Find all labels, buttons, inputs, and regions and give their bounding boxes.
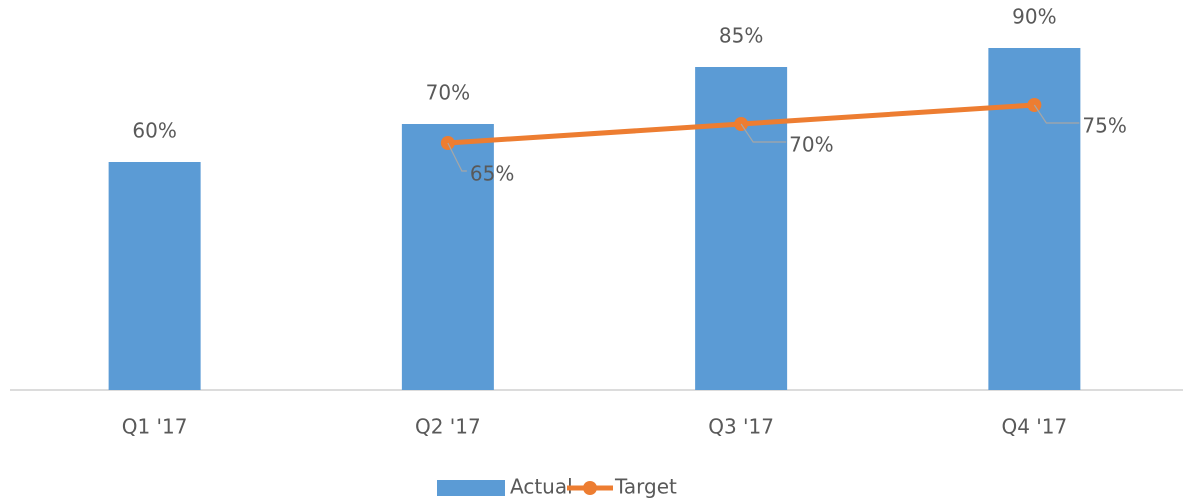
x-tick-label: Q1 '17 <box>122 415 188 439</box>
x-tick-label: Q4 '17 <box>1001 415 1067 439</box>
bar-value-label: 70% <box>426 81 470 105</box>
leader-line <box>740 123 787 143</box>
bar <box>401 124 494 390</box>
line-value-label: 70% <box>789 133 833 157</box>
line-value-label: 65% <box>470 162 514 186</box>
bar-value-label: 85% <box>719 24 763 48</box>
legend-marker <box>583 481 597 495</box>
bar <box>108 162 201 390</box>
line-value-label: 75% <box>1082 114 1126 138</box>
leader-line <box>447 142 467 172</box>
leader-line <box>1033 104 1080 124</box>
bar-value-label: 90% <box>1012 5 1056 29</box>
bar <box>695 67 788 390</box>
x-tick-label: Q3 '17 <box>708 415 774 439</box>
legend-label: Actual <box>510 475 573 499</box>
legend-swatch <box>437 480 505 496</box>
x-tick-label: Q2 '17 <box>415 415 481 439</box>
bar-value-label: 60% <box>132 119 176 143</box>
legend-label: Target <box>614 475 677 499</box>
